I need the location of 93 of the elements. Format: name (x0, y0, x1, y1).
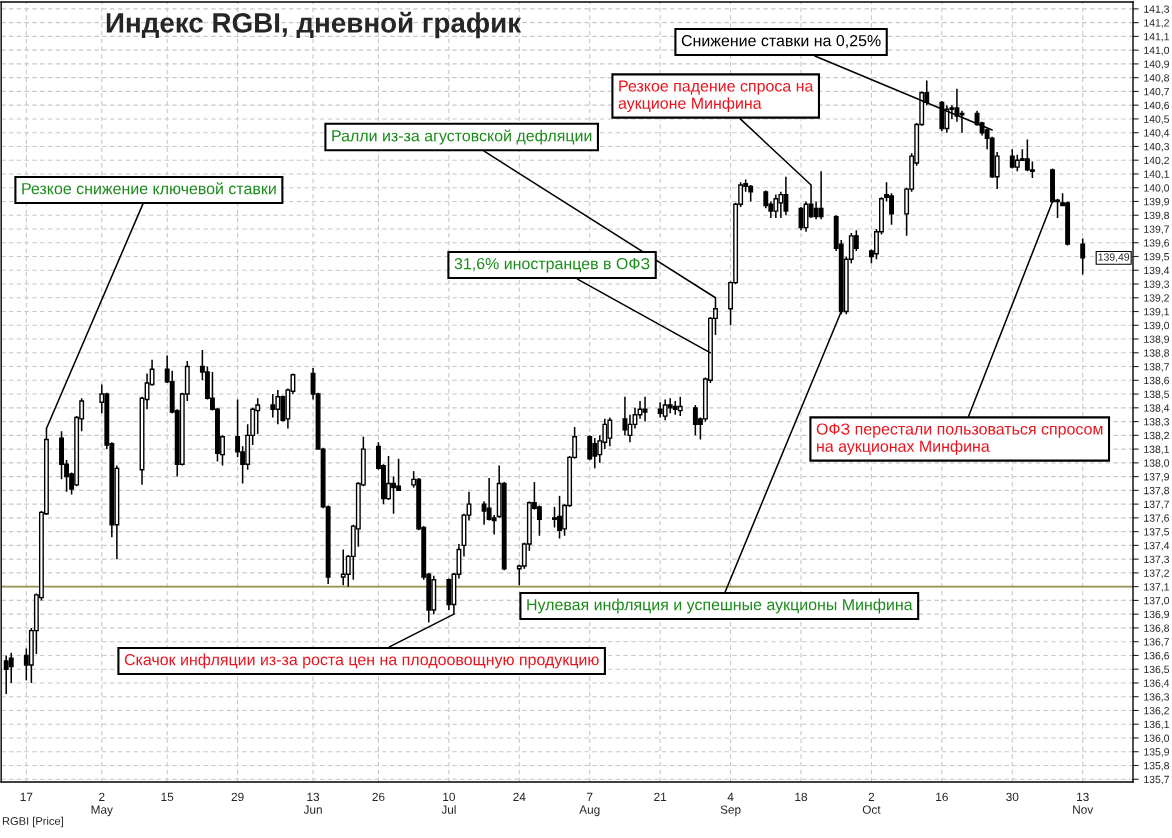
y-tick-label: 137,4 (1144, 541, 1170, 551)
candlestick (818, 170, 824, 221)
y-tick-label: 135,9 (1144, 748, 1169, 757)
y-tick-label: 137,3 (1144, 555, 1170, 565)
annotation: Нулевая инфляция и успешные аукционы Минфина (527, 598, 913, 614)
y-tick-label: 138,6 (1144, 376, 1170, 386)
y-tick-label: 138,2 (1144, 431, 1169, 441)
x-tick-label: 26 (372, 792, 385, 802)
x-tick-label: 2 May (91, 792, 113, 817)
y-tick-label: 141,3 (1144, 5, 1170, 14)
candlestick (677, 396, 683, 417)
x-tick-label: 21 (654, 792, 667, 801)
candlestick (587, 434, 593, 461)
y-tick-label: 139,9 (1144, 197, 1169, 207)
y-tick-label: 137,0 (1144, 596, 1170, 606)
y-tick-label: 137,8 (1144, 486, 1170, 496)
y-tick-label: 137,7 (1144, 500, 1169, 510)
x-tick-label: 29 (231, 792, 244, 802)
text: RGBI [Price] (2, 816, 63, 828)
candlestick (270, 393, 276, 419)
candlestick (1080, 237, 1086, 276)
y-tick-label: 136,7 (1144, 638, 1169, 647)
y-tick-label: 138,9 (1144, 335, 1169, 345)
y-tick-label: 140,8 (1144, 74, 1170, 83)
y-tick-label: 137,2 (1144, 569, 1169, 579)
y-tick-label: 135,7 (1144, 775, 1169, 785)
x-tick-label: 17 (20, 792, 33, 801)
candlestick (8, 651, 14, 684)
candlestick (622, 396, 628, 437)
annotation: Скачок инфляции из-за роста цен на плодоовощную продукцию (124, 653, 599, 669)
y-tick-label: 136,6 (1144, 651, 1170, 661)
x-tick-label: 15 (161, 792, 174, 802)
y-tick-label: 136,0 (1144, 734, 1170, 744)
y-tick-label: 139,1 (1144, 308, 1169, 317)
y-tick-label: 140,0 (1144, 184, 1170, 193)
annotation: 31,6% иностранцев в ОФЗ (454, 257, 650, 273)
y-tick-label: 140,5 (1144, 115, 1170, 125)
annotation: Резкое снижение ключевой ставки (22, 182, 276, 195)
y-tick-label: 136,8 (1144, 624, 1170, 634)
x-tick-label: 18 (795, 792, 808, 802)
x-tick-label: 7 Aug (579, 792, 600, 817)
y-tick-label: 140,4 (1144, 129, 1170, 138)
y-tick-label: 140,1 (1144, 170, 1169, 180)
y-tick-label: 137,6 (1144, 514, 1170, 523)
y-tick-label: 141,2 (1144, 19, 1169, 28)
x-tick-label: 24 (513, 792, 526, 801)
y-tick-label: 136,3 (1144, 693, 1170, 702)
y-tick-label: 141,1 (1144, 33, 1169, 42)
y-tick-label: 138,8 (1144, 349, 1170, 358)
x-tick-label: 16 (936, 792, 948, 802)
x-tick-label: 13 Nov (1073, 792, 1094, 814)
y-tick-label: 139,7 (1144, 225, 1169, 235)
y-tick-label: 139,5 (1144, 253, 1170, 262)
y-tick-label: 136,2 (1144, 706, 1169, 716)
y-tick-label: 136,4 (1144, 679, 1170, 689)
annotation: Ралли из-за агустовской дефляции (332, 129, 592, 145)
x-tick-label: 10 Jul (441, 792, 456, 814)
y-tick-label: 140,3 (1144, 142, 1170, 152)
y-tick-label: 138,7 (1144, 363, 1169, 372)
y-tick-label: 140,2 (1144, 156, 1169, 166)
x-tick-label: 30 (1006, 792, 1019, 802)
annotation: Резкое падение спроса на аукционе Минфина (618, 80, 814, 113)
y-tick-label: 136,9 (1144, 610, 1169, 620)
y-tick-label: 139,6 (1144, 239, 1170, 248)
y-tick-label: 138,3 (1144, 418, 1170, 427)
x-tick-label: 4 Sep (720, 792, 741, 817)
y-tick-label: 138,0 (1144, 459, 1170, 468)
y-tick-label: 139,3 (1144, 280, 1170, 290)
y-tick-label: 135,8 (1144, 761, 1170, 771)
y-tick-label: 136,1 (1144, 720, 1169, 730)
y-tick-label: 139,4 (1144, 266, 1170, 276)
y-tick-label: 139,2 (1144, 294, 1169, 303)
y-tick-label: 139,0 (1144, 321, 1170, 331)
y-tick-label: 137,9 (1144, 473, 1169, 482)
x-tick-label: 2 Oct (862, 792, 881, 814)
y-tick-label: 139,8 (1144, 211, 1170, 221)
y-tick-label: 140,7 (1144, 87, 1169, 97)
y-tick-label: 138,1 (1144, 445, 1169, 455)
annotation: Снижение ставки на 0,25% (681, 34, 881, 49)
y-tick-label: 138,4 (1144, 404, 1170, 413)
annotation: 139,49 (1098, 253, 1130, 262)
y-tick-label: 138,5 (1144, 390, 1170, 400)
chart-title: Индекс RGBI, дневной график (106, 11, 522, 39)
candlestick (536, 504, 542, 537)
y-tick-label: 137,5 (1144, 528, 1170, 537)
annotation: ОФЗ перестали пользоваться спросом на аукционах Минфина (816, 423, 1103, 456)
y-tick-label: 140,6 (1144, 101, 1170, 111)
candlestick (642, 396, 648, 423)
y-tick-label: 136,5 (1144, 665, 1170, 675)
y-tick-label: 141,0 (1144, 46, 1170, 56)
y-tick-label: 140,9 (1144, 60, 1169, 70)
y-tick-label: 137,1 (1144, 583, 1169, 592)
x-tick-label: 13 Jun (303, 792, 322, 814)
